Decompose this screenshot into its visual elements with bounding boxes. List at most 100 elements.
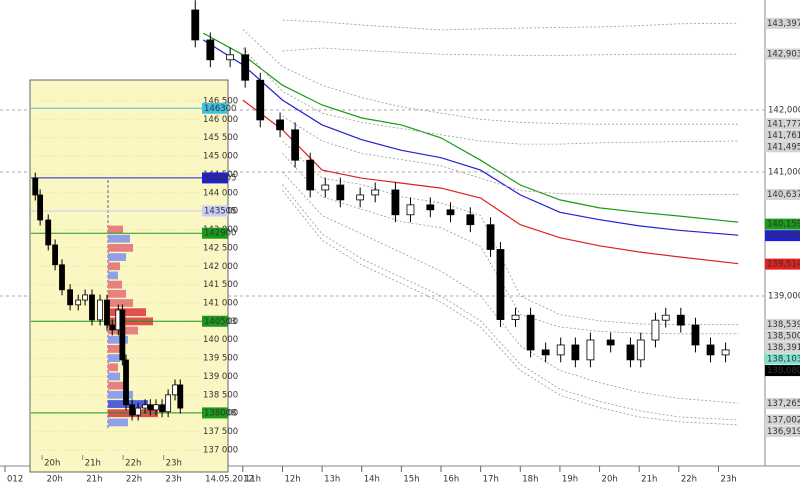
x-tick-label: 012 [7,475,23,485]
y-tick-label: 139 000 [203,372,238,382]
level-label: 138,080 [767,366,800,376]
level-label: 140503 [204,317,236,327]
level-box [765,118,800,130]
level-box [765,398,800,410]
level-box [202,205,228,217]
band-line [282,190,739,426]
level-box [765,129,800,141]
level-label: 141,761 [767,131,800,141]
level-box [765,258,800,270]
x-tick-label: 16h [443,475,459,485]
y-tick-label: 142 500 [203,243,238,253]
profile-bar [108,280,122,289]
x-tick-label: 21h [86,475,102,485]
x-tick-label: 20h [602,475,618,485]
x-tick-label: 23h [166,475,182,485]
candle-body [321,184,330,191]
level-box [765,141,800,153]
level-label: 137,265 [767,399,800,409]
candle-body [356,194,365,201]
x-tick-label: 22h [125,459,141,469]
profile-bar [108,390,133,399]
candle-body [67,289,74,306]
profile-bar [108,308,146,317]
moving-average [202,32,739,223]
candle-body [177,384,184,409]
candle-body [89,294,95,321]
profile-bar [108,271,118,280]
candle-body [109,324,116,331]
level-box [202,102,228,114]
profile-bar [108,234,130,243]
candle-body [97,299,103,321]
profile-bar [108,225,123,234]
candle-body [586,339,595,361]
candle-body [721,349,730,356]
profile-bar [108,243,133,252]
candle-body [241,54,250,81]
level-label: 143,397 [767,19,800,29]
y-tick-label: 140 000 [203,335,238,345]
level-box [765,319,800,331]
level-label: 143505 [204,206,236,216]
candle-body [147,404,154,411]
x-tick-label: 19h [562,475,578,485]
x-tick-label: 14.05.2012 [205,475,254,485]
band-line [282,47,739,56]
candle-body [661,314,670,321]
level-box [765,330,800,342]
band-line [282,184,739,421]
y-tick-label: 139 500 [203,354,238,364]
level-box [765,414,800,426]
x-tick-label: 21h [85,459,101,469]
band-line [242,29,739,125]
candle-body [172,384,178,396]
candle-body [276,119,284,131]
candle-body [142,404,148,409]
candle-body [306,159,315,191]
y-tick-label: 142 000 [203,262,238,272]
y-tick-label: 145 000 [203,152,238,162]
candle-body [336,184,345,201]
candle-body [32,177,39,196]
band-line [282,19,739,31]
profile-bar [108,262,120,271]
candle-body [571,344,580,361]
profile-bar [108,418,128,427]
band-line [282,115,739,196]
candle-body [75,299,82,306]
profile-bar [108,381,126,390]
candle-body [626,344,635,361]
level-box [202,227,228,239]
candle-body [526,314,535,351]
level-box [202,172,228,184]
candle-body [556,344,565,356]
y-tick-label: 137 000 [203,445,238,455]
y-tick-label: 146 500 [203,96,238,106]
profile-bar [108,335,128,344]
candle-body [291,129,300,161]
y-tick-label: 144 000 [203,188,238,198]
candle-body [119,309,126,361]
profile-bar [108,354,120,363]
candle-body [206,39,215,61]
profile-bar [108,253,126,261]
candle-body [496,249,505,320]
level-label: 141,777 [767,119,800,129]
level-label: 137,002 [767,415,800,425]
level-label: 140,637 [767,190,800,200]
candle-body [706,344,715,356]
level-box [765,425,800,437]
candle-body [104,299,110,326]
x-tick-label: 23h [720,475,736,485]
y-tick-label: 139,000 [768,291,800,301]
candle-body [541,349,550,356]
y-tick-label: 145 500 [203,133,238,143]
x-tick-label: 14h [364,475,380,485]
candle-body [129,404,135,416]
level-box [765,365,800,377]
level-box [765,218,800,230]
level-box [765,353,800,365]
x-tick-label: 15h [403,475,419,485]
candle-body [636,339,645,361]
